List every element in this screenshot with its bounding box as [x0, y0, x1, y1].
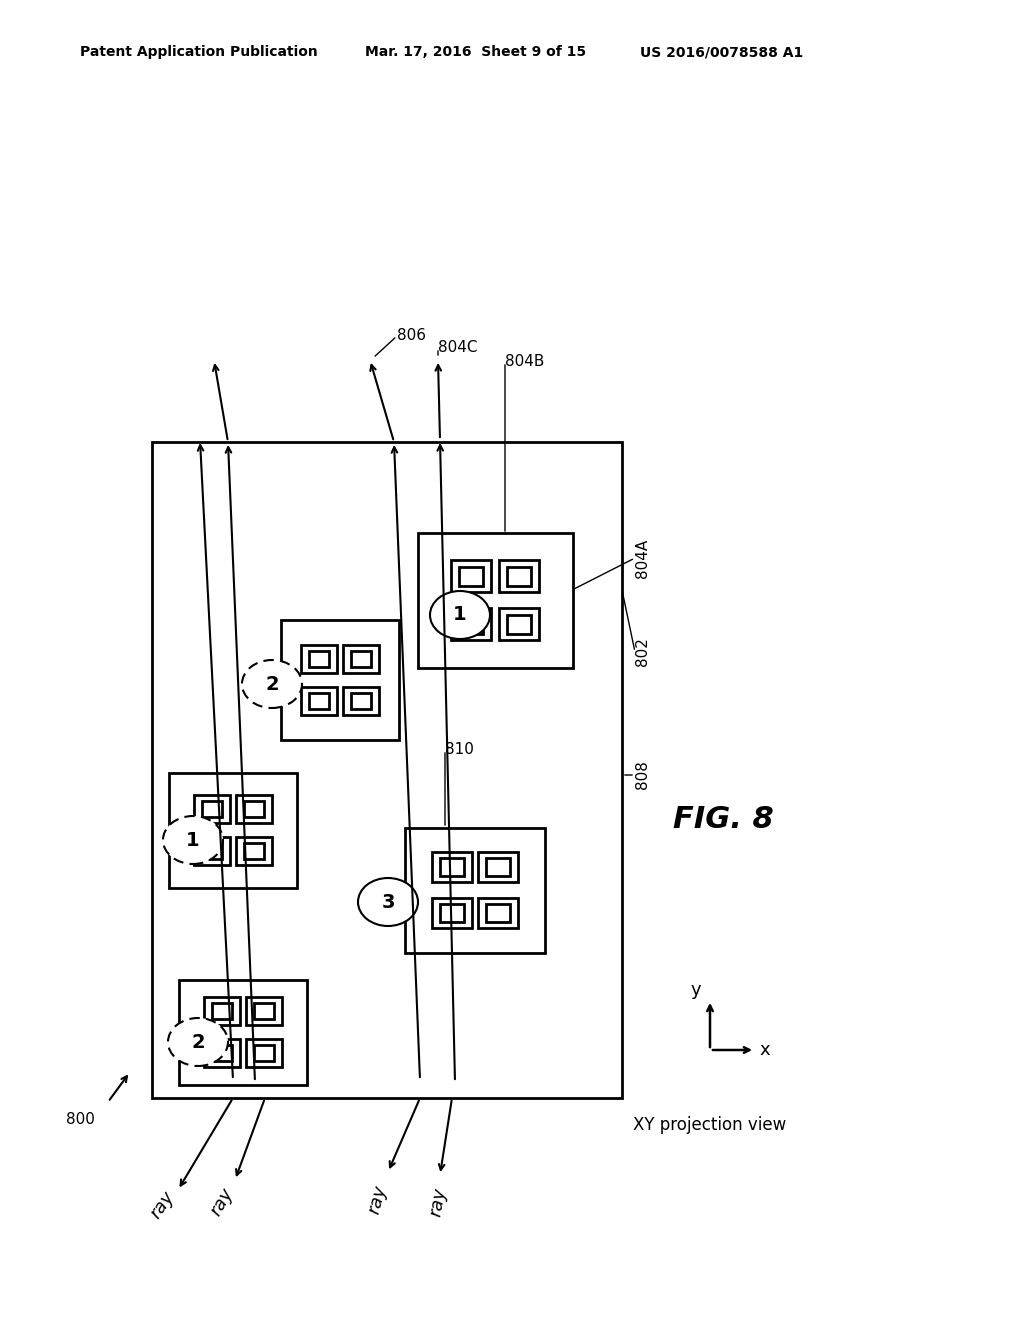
- Bar: [246, 997, 282, 1026]
- Bar: [499, 609, 539, 640]
- Bar: [204, 997, 240, 1026]
- Ellipse shape: [168, 1018, 228, 1067]
- Bar: [169, 772, 297, 887]
- Text: ray: ray: [207, 1185, 237, 1220]
- Bar: [351, 693, 371, 709]
- Text: 804B: 804B: [505, 355, 545, 370]
- Bar: [236, 837, 272, 865]
- Bar: [343, 645, 379, 673]
- Text: ray: ray: [427, 1187, 450, 1218]
- Bar: [432, 851, 472, 882]
- Text: FIG. 8: FIG. 8: [673, 805, 774, 834]
- Bar: [499, 560, 539, 591]
- Text: 3: 3: [381, 892, 394, 912]
- Bar: [459, 566, 483, 586]
- Bar: [212, 1003, 232, 1019]
- Bar: [202, 801, 222, 817]
- Bar: [432, 898, 472, 928]
- Bar: [351, 651, 371, 667]
- Ellipse shape: [358, 878, 418, 927]
- Bar: [301, 645, 337, 673]
- Bar: [478, 898, 518, 928]
- Text: 800: 800: [66, 1113, 94, 1127]
- Text: 2: 2: [191, 1032, 205, 1052]
- Text: 802: 802: [635, 638, 650, 667]
- Text: 808: 808: [635, 760, 650, 789]
- Bar: [194, 795, 230, 822]
- Text: 1: 1: [186, 830, 200, 850]
- Bar: [451, 609, 490, 640]
- Bar: [507, 615, 531, 634]
- Bar: [281, 620, 399, 741]
- Bar: [418, 532, 572, 668]
- Bar: [204, 1039, 240, 1067]
- Bar: [236, 795, 272, 822]
- Bar: [179, 979, 307, 1085]
- Text: 804C: 804C: [438, 341, 477, 355]
- Text: ray: ray: [146, 1188, 178, 1222]
- Bar: [212, 1045, 232, 1061]
- Bar: [309, 693, 329, 709]
- Bar: [486, 858, 510, 876]
- Bar: [152, 442, 622, 1098]
- Text: 2: 2: [265, 675, 279, 693]
- Text: Mar. 17, 2016  Sheet 9 of 15: Mar. 17, 2016 Sheet 9 of 15: [365, 45, 586, 59]
- Bar: [246, 1039, 282, 1067]
- Bar: [451, 560, 490, 591]
- Text: XY projection view: XY projection view: [634, 1115, 786, 1134]
- Text: US 2016/0078588 A1: US 2016/0078588 A1: [640, 45, 803, 59]
- Bar: [486, 904, 510, 921]
- Bar: [254, 1003, 274, 1019]
- Bar: [254, 1045, 274, 1061]
- Text: y: y: [690, 981, 701, 999]
- Bar: [440, 904, 464, 921]
- Ellipse shape: [242, 660, 302, 708]
- Text: 1: 1: [454, 606, 467, 624]
- Ellipse shape: [163, 816, 223, 865]
- Bar: [301, 686, 337, 715]
- Bar: [478, 851, 518, 882]
- Bar: [194, 837, 230, 865]
- Bar: [202, 843, 222, 859]
- Bar: [406, 828, 545, 953]
- Bar: [507, 566, 531, 586]
- Text: 806: 806: [397, 329, 426, 343]
- Bar: [343, 686, 379, 715]
- Bar: [244, 801, 264, 817]
- Text: x: x: [760, 1041, 770, 1059]
- Bar: [440, 858, 464, 876]
- Bar: [244, 843, 264, 859]
- Bar: [309, 651, 329, 667]
- Text: ray: ray: [365, 1184, 389, 1216]
- Text: Patent Application Publication: Patent Application Publication: [80, 45, 317, 59]
- Text: 810: 810: [445, 742, 474, 758]
- Text: 804A: 804A: [635, 539, 650, 578]
- Bar: [459, 615, 483, 634]
- Ellipse shape: [430, 591, 490, 639]
